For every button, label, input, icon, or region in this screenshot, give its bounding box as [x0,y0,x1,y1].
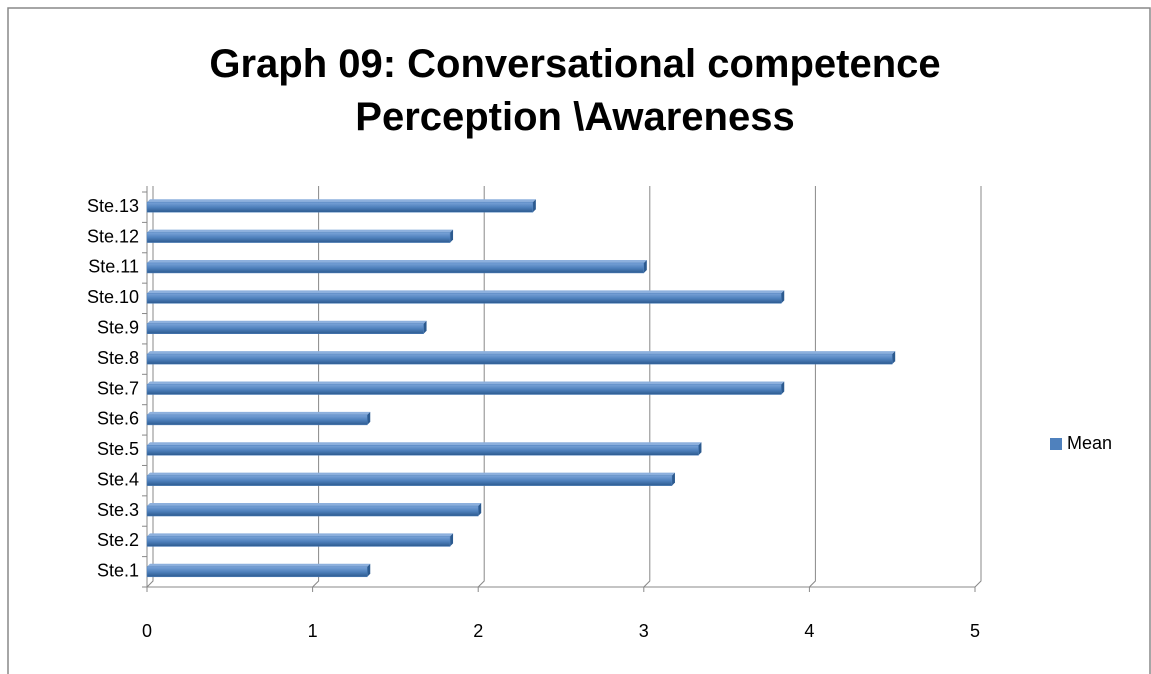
y-tick-label: Ste.5 [97,439,139,459]
y-tick-label: Ste.4 [97,469,139,489]
bar [146,201,534,213]
bar-top [147,533,454,537]
y-tick-label: Ste.10 [87,287,139,307]
bar-top [147,199,536,203]
y-tick-label: Ste.6 [97,409,139,429]
bar-side [892,351,896,365]
bar [146,414,368,426]
bar-side [671,472,675,486]
bar [146,445,699,456]
bar-top [147,351,896,355]
bar-side [781,381,785,395]
x-tick-label: 1 [308,621,318,641]
y-tick-label: Ste.12 [87,226,139,246]
grid-line [477,186,485,588]
x-tick-label: 3 [639,621,649,641]
bar-top [147,411,371,415]
y-tick-label: Ste.9 [97,317,139,337]
bar [146,505,479,517]
bar-top [147,563,371,567]
bar-top [147,290,785,294]
bar [146,293,782,304]
bar-side [423,320,427,334]
grid-line [146,186,154,588]
bar-top [147,229,454,233]
bar-side [532,199,536,213]
bar [146,262,645,274]
y-tick-label: Ste.3 [97,500,139,520]
y-tick-label: Ste.8 [97,348,139,368]
grid-line [809,186,816,588]
bar-top [147,442,702,446]
bar-side [781,290,785,304]
bar-side [367,411,371,425]
bar-side [698,442,702,456]
x-tick-label: 2 [473,621,483,641]
y-tick-label: Ste.13 [87,196,139,216]
chart-border [7,7,1151,674]
bar [146,566,368,578]
bar-side [450,533,454,547]
chart-title: Graph 09: Conversational competence Perc… [209,42,941,139]
y-tick-label: Ste.1 [97,561,139,581]
bar-side [643,259,647,273]
legend-label: Mean [1067,433,1112,453]
y-tick-label: Ste.11 [88,257,139,277]
grid-line [643,186,651,588]
grid-line [312,186,320,588]
bar-top [147,381,785,385]
bar [146,232,451,243]
x-tick-label: 0 [142,621,152,641]
x-tick-label: 4 [804,621,814,641]
y-tick-label: Ste.2 [97,530,139,550]
bar-side [450,229,454,243]
bar [146,353,893,365]
bar-side [478,503,482,517]
bar-side [367,563,371,577]
x-tick-label: 5 [970,621,980,641]
bar-top [147,472,675,476]
bar [146,384,782,395]
bar [146,536,451,547]
legend-swatch [1050,438,1062,450]
grid-line [974,186,982,588]
bar [146,323,424,334]
bar-top [147,259,647,263]
y-tick-label: Ste.7 [97,378,139,398]
bar-top [147,503,482,507]
bar [146,475,673,486]
bar-top [147,320,427,324]
